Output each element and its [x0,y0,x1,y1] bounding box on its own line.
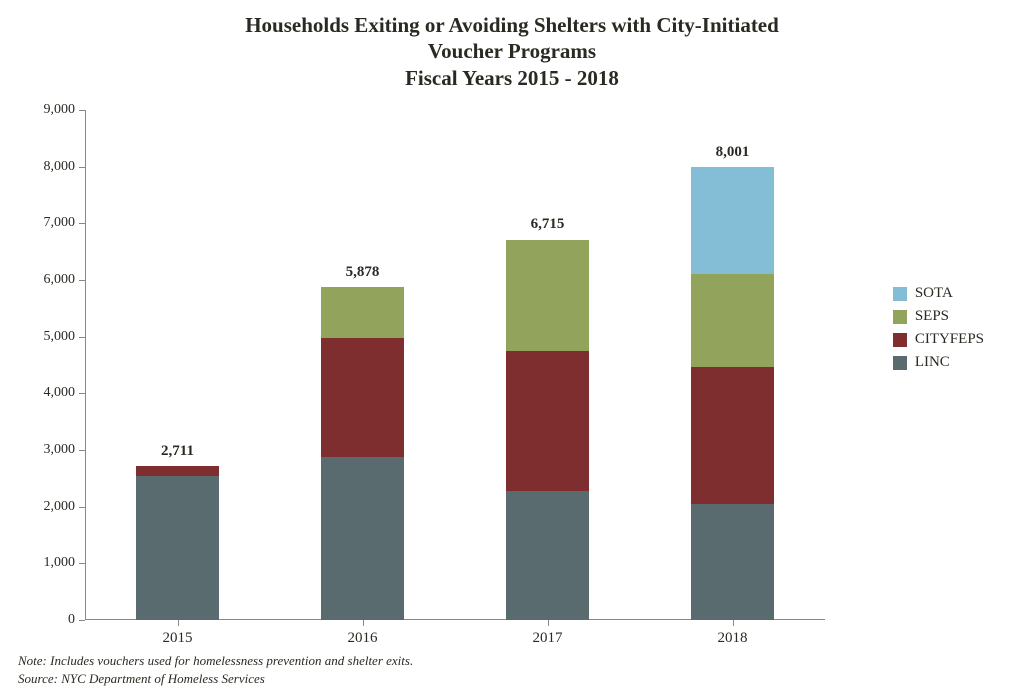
legend-item: CITYFEPS [893,331,984,348]
bar-segment-sota [691,167,774,275]
x-tick-mark [178,620,179,626]
y-tick-mark [79,507,85,508]
title-line: Voucher Programs [0,38,1024,64]
bar-group: 2,711 [136,466,219,620]
y-tick-label: 2,000 [15,499,75,515]
bar-segment-linc [321,457,404,620]
legend-swatch [893,310,907,324]
y-tick-label: 9,000 [15,102,75,118]
bar-segment-cityfeps [321,338,404,457]
legend-label: CITYFEPS [915,331,984,348]
y-tick-label: 5,000 [15,329,75,345]
y-tick-label: 4,000 [15,385,75,401]
bar-segment-cityfeps [691,367,774,504]
y-tick-mark [79,110,85,111]
y-tick-mark [79,450,85,451]
y-tick-mark [79,167,85,168]
title-line: Fiscal Years 2015 - 2018 [0,65,1024,91]
title-line: Households Exiting or Avoiding Shelters … [0,12,1024,38]
x-tick-label: 2016 [348,630,378,647]
y-tick-mark [79,563,85,564]
y-tick-label: 0 [15,612,75,628]
legend-item: SEPS [893,308,984,325]
x-tick-label: 2017 [533,630,563,647]
legend-label: LINC [915,354,950,371]
y-axis-line [85,110,86,620]
footnote-source: Source: NYC Department of Homeless Servi… [18,671,265,687]
legend: SOTA SEPS CITYFEPS LINC [893,285,984,377]
legend-swatch [893,333,907,347]
bar-group: 8,001 [691,167,774,620]
bar-segment-cityfeps [506,351,589,491]
x-tick-label: 2015 [163,630,193,647]
bar-segment-seps [506,240,589,352]
y-tick-mark [79,620,85,621]
y-tick-label: 1,000 [15,555,75,571]
bar-segment-cityfeps [136,466,219,475]
bar-segment-linc [506,491,589,620]
y-tick-label: 8,000 [15,159,75,175]
y-tick-label: 3,000 [15,442,75,458]
x-tick-mark [363,620,364,626]
y-tick-mark [79,223,85,224]
legend-swatch [893,287,907,301]
bar-total-label: 5,878 [346,264,380,281]
bar-total-label: 6,715 [531,216,565,233]
y-tick-mark [79,393,85,394]
bar-group: 6,715 [506,239,589,620]
legend-item: LINC [893,354,984,371]
y-tick-label: 6,000 [15,272,75,288]
legend-label: SEPS [915,308,949,325]
plot-area: 01,0002,0003,0004,0005,0006,0007,0008,00… [85,110,825,620]
chart-title: Households Exiting or Avoiding Shelters … [0,12,1024,91]
bar-group: 5,878 [321,287,404,620]
x-tick-label: 2018 [718,630,748,647]
bar-segment-linc [691,504,774,620]
x-tick-mark [733,620,734,626]
y-tick-mark [79,337,85,338]
bar-total-label: 8,001 [716,144,750,161]
bar-segment-seps [321,287,404,338]
legend-label: SOTA [915,285,953,302]
y-tick-mark [79,280,85,281]
bar-total-label: 2,711 [161,443,194,460]
chart-container: Households Exiting or Avoiding Shelters … [0,0,1024,697]
y-tick-label: 7,000 [15,215,75,231]
bar-segment-linc [136,476,219,621]
x-tick-mark [548,620,549,626]
bar-segment-seps [691,274,774,366]
footnote-note: Note: Includes vouchers used for homeles… [18,653,413,669]
legend-item: SOTA [893,285,984,302]
legend-swatch [893,356,907,370]
